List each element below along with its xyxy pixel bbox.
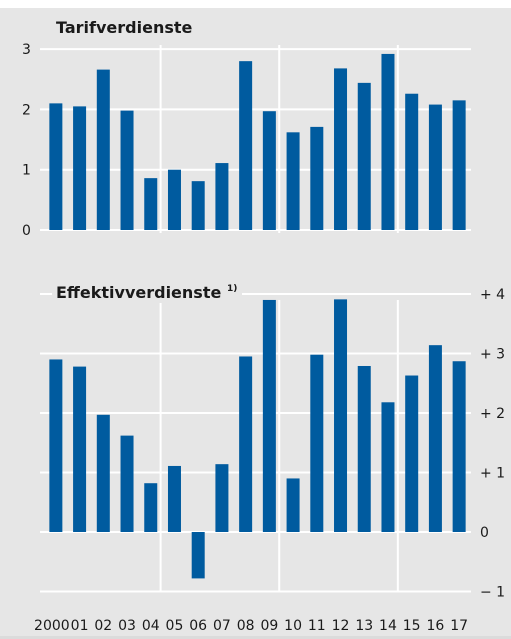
bar-17: [452, 100, 466, 230]
x-tick-label: 15: [403, 618, 421, 634]
bar-04: [144, 178, 158, 230]
x-tick-label: 04: [142, 618, 160, 634]
bar-11: [310, 126, 324, 230]
y-tick-label: − 1: [480, 585, 505, 601]
bar-11: [310, 354, 324, 532]
bar-12: [334, 68, 348, 230]
bar-02: [96, 414, 110, 532]
x-tick-label: 09: [260, 618, 278, 634]
bar-09: [262, 299, 276, 532]
bar-06: [191, 181, 205, 230]
bar-05: [167, 169, 181, 230]
x-tick-label: 08: [237, 618, 255, 634]
bar-07: [215, 464, 229, 532]
x-tick-label: 17: [450, 618, 468, 634]
y-tick-label: + 2: [480, 406, 505, 422]
y-tick-label: 0: [22, 223, 31, 239]
tarifverdienste-panel: Tarifverdienste 0 1 2 3: [22, 18, 471, 239]
bar-17: [452, 361, 466, 532]
y-tick-label: 3: [22, 42, 31, 58]
bar-05: [167, 465, 181, 532]
bar-16: [428, 104, 442, 230]
x-tick-label: 06: [189, 618, 207, 634]
bar-02: [96, 69, 110, 231]
x-tick-label: 11: [308, 618, 326, 634]
bar-06: [191, 532, 205, 579]
bar-2000: [49, 103, 63, 230]
bar-08: [239, 356, 253, 532]
bar-01: [73, 366, 87, 532]
bar-08: [239, 61, 253, 230]
bar-07: [215, 163, 229, 230]
x-tick-label: 05: [166, 618, 184, 634]
x-axis-labels: 2000 01 02 03 04 05 06 07 08 09 10 11 12 13 14 15 16 17: [34, 618, 468, 634]
x-tick-label: 14: [379, 618, 397, 634]
bar-13: [357, 365, 371, 532]
x-tick-label: 03: [118, 618, 136, 634]
x-tick-label: 07: [213, 618, 231, 634]
effektiv-title: Effektivverdienste: [56, 283, 221, 302]
x-tick-label: 12: [332, 618, 350, 634]
bar-14: [381, 402, 395, 532]
y-tick-label: 1: [22, 163, 31, 179]
bar-09: [262, 111, 276, 230]
bar-10: [286, 132, 300, 230]
bar-14: [381, 53, 395, 231]
bar-15: [405, 375, 419, 532]
bar-16: [428, 345, 442, 532]
tarif-title: Tarifverdienste: [56, 18, 193, 37]
bar-13: [357, 82, 371, 230]
x-tick-label: 02: [94, 618, 112, 634]
bar-15: [405, 93, 419, 230]
vertical-grid: [159, 45, 399, 592]
x-tick-label: 13: [355, 618, 373, 634]
bar-03: [120, 110, 134, 230]
bar-12: [334, 299, 348, 532]
x-tick-label: 2000: [34, 618, 70, 634]
y-tick-label: 2: [22, 102, 31, 118]
x-tick-label: 16: [427, 618, 445, 634]
x-tick-label: 10: [284, 618, 302, 634]
bar-04: [144, 483, 158, 532]
bar-01: [73, 106, 87, 230]
bar-10: [286, 478, 300, 532]
x-tick-label: 01: [71, 618, 89, 634]
y-tick-label: + 3: [480, 347, 505, 363]
y-tick-label: 0: [480, 525, 489, 541]
effektiv-title-footnote: 1): [227, 284, 237, 294]
effektivverdienste-panel: − 1 0 + 1 + 2 + 3 + 4 Effektivverdienste 1): [40, 281, 505, 601]
bar-2000: [49, 359, 63, 532]
y-tick-label: + 4: [480, 287, 505, 303]
bar-03: [120, 435, 134, 532]
y-tick-label: + 1: [480, 466, 505, 482]
